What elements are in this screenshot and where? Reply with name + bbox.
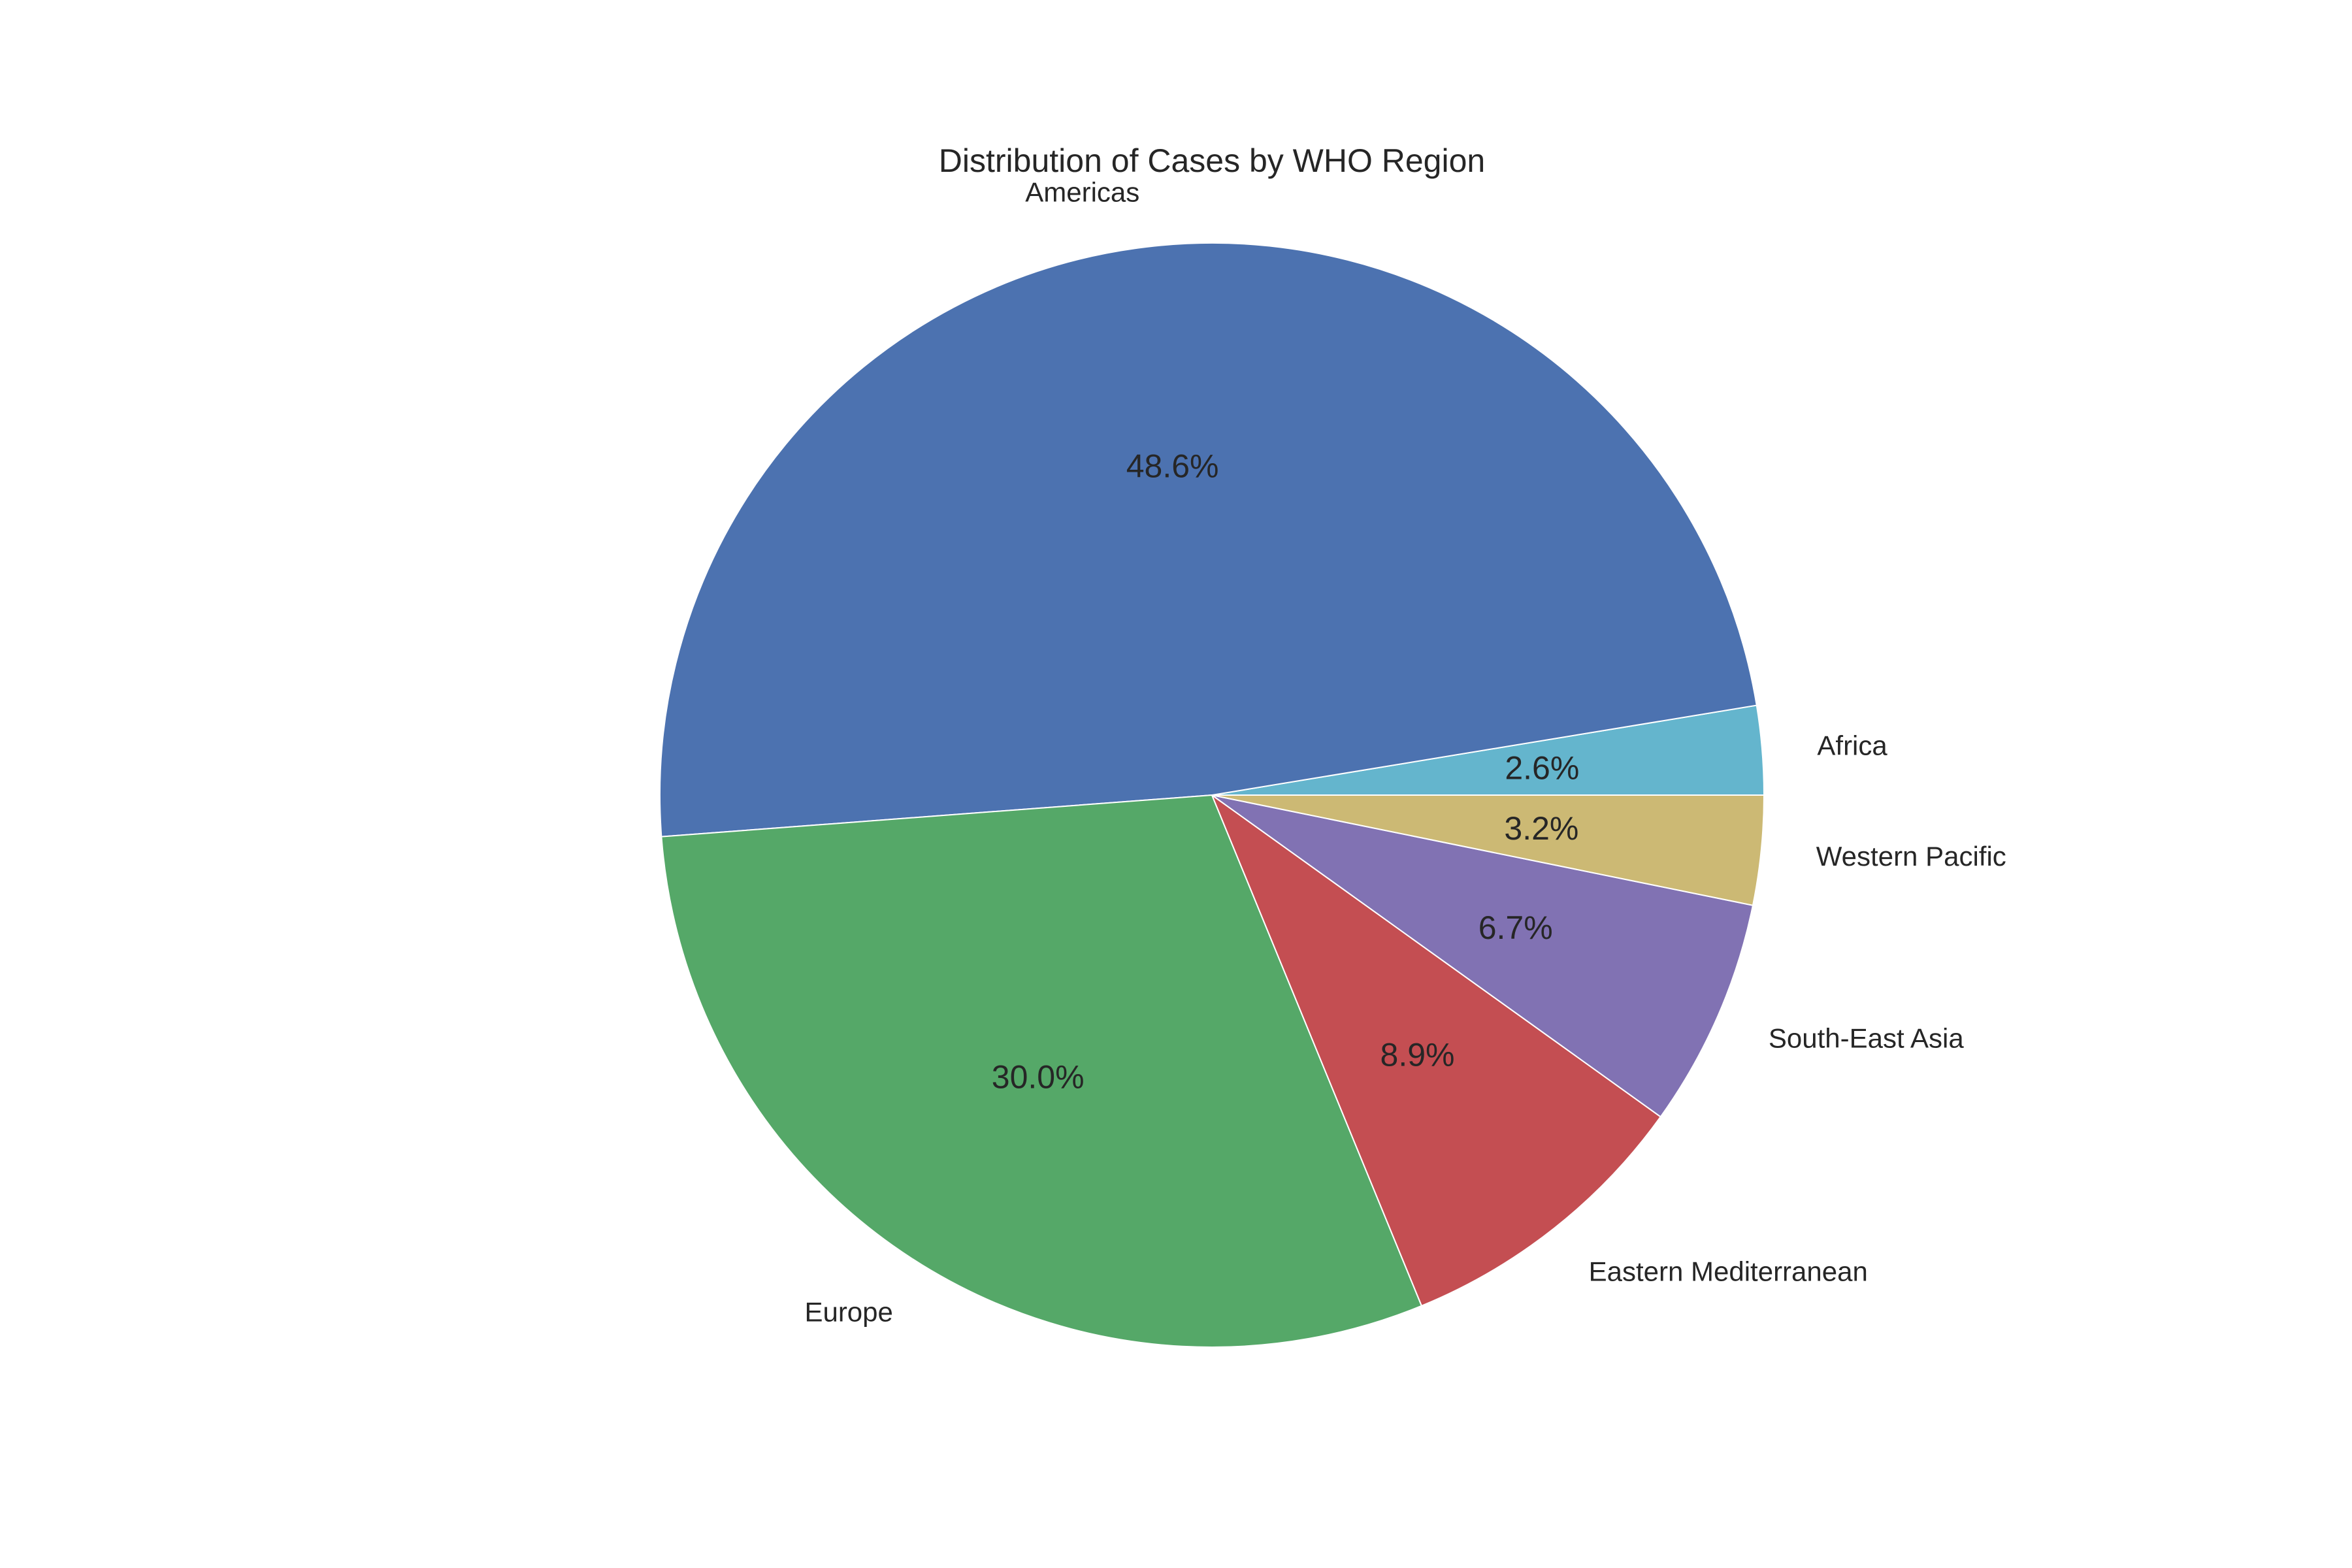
slice-label-americas: Americas — [1025, 177, 1139, 208]
slice-label-africa: Africa — [1817, 730, 1887, 761]
pie-labels: Africa 2.6% Americas 48.6% Europe 30.0% Easter… — [804, 177, 2006, 1328]
pie-slice-europe — [661, 794, 1422, 1348]
pie-slice-americas — [659, 242, 1757, 838]
chart-title: Distribution of Cases by WHO Region — [939, 142, 1485, 179]
slice-label-south-east-asia: South-East Asia — [1769, 1022, 1964, 1053]
slice-label-europe: Europe — [804, 1297, 892, 1328]
slice-label-western-pacific: Western Pacific — [1816, 841, 2006, 872]
percent-label-africa: 2.6% — [1505, 750, 1579, 787]
pie-slice-eastern-mediterranean — [1211, 794, 1661, 1307]
pie-slice-south-east-asia — [1211, 794, 1754, 1118]
percent-label-eastern-mediterranean: 8.9% — [1380, 1037, 1455, 1073]
percent-label-americas: 48.6% — [1126, 448, 1219, 485]
pie-slices — [659, 242, 1765, 1348]
percent-label-south-east-asia: 6.7% — [1478, 909, 1553, 946]
percent-label-europe: 30.0% — [992, 1059, 1085, 1096]
slice-label-eastern-mediterranean: Eastern Mediterranean — [1589, 1256, 1868, 1287]
percent-label-western-pacific: 3.2% — [1504, 810, 1578, 847]
pie-slice-western-pacific — [1211, 794, 1765, 906]
